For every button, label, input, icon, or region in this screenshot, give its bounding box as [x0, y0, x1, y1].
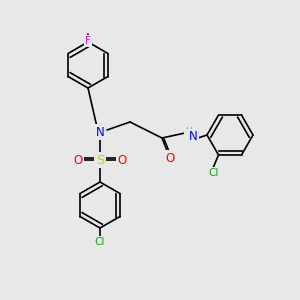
Text: Cl: Cl — [95, 237, 105, 247]
Text: N: N — [96, 125, 104, 139]
Text: O: O — [165, 152, 175, 164]
Text: O: O — [74, 154, 82, 166]
Text: Cl: Cl — [208, 168, 219, 178]
Text: H: H — [184, 127, 191, 136]
Text: F: F — [85, 36, 91, 46]
Text: N: N — [189, 130, 197, 143]
Text: O: O — [117, 154, 127, 166]
Text: S: S — [96, 154, 104, 166]
